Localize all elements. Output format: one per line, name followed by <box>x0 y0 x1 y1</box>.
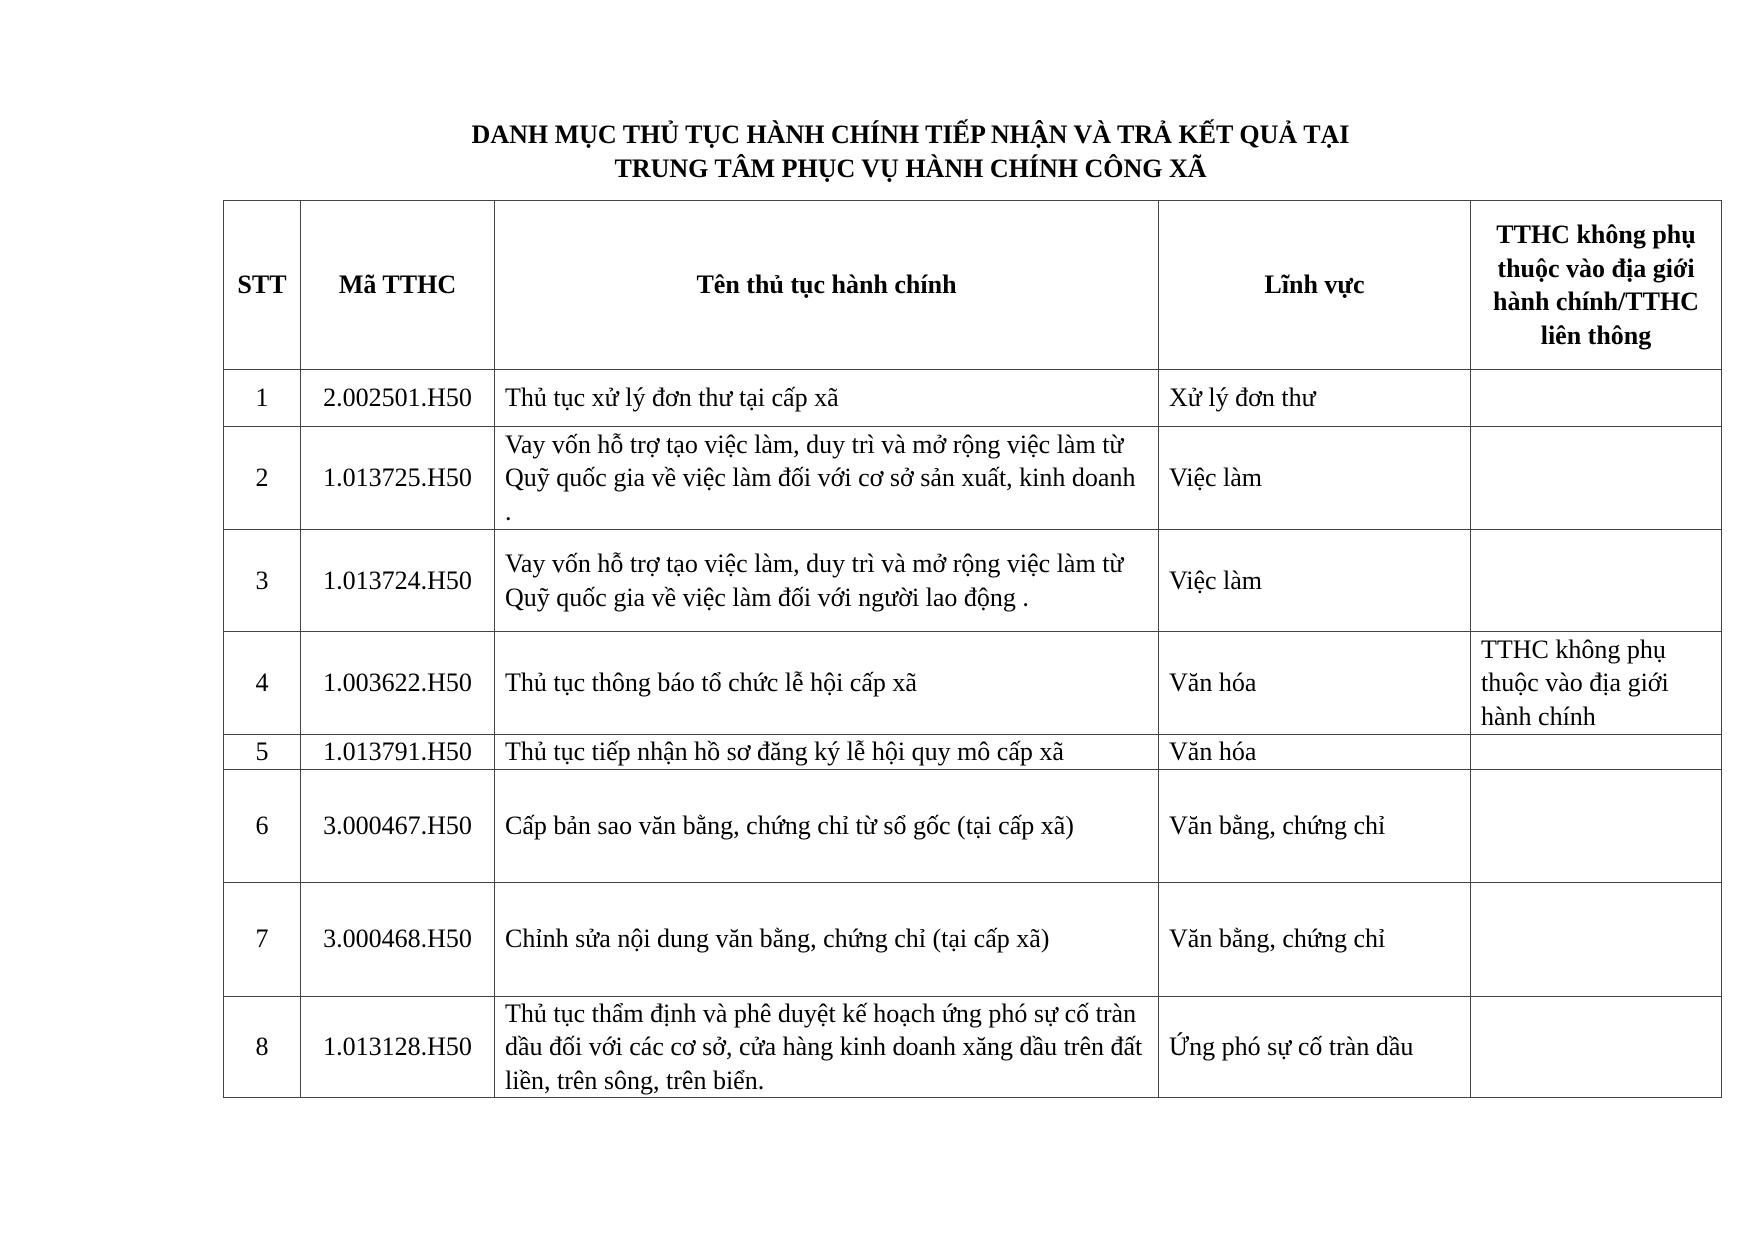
procedures-table: STT Mã TTHC Tên thủ tục hành chính Lĩnh … <box>223 200 1722 1098</box>
row-note <box>1470 369 1722 427</box>
row-stt: 7 <box>223 881 301 997</box>
table-row: 7 3.000468.H50 Chỉnh sửa nội dung văn bằng… <box>223 881 1722 997</box>
title-line-2: TRUNG TÂM PHỤC VỤ HÀNH CHÍNH CÔNG XÃ <box>614 154 1207 183</box>
row-stt: 6 <box>223 768 301 883</box>
row-note <box>1470 768 1722 883</box>
row-code: 1.013791.H50 <box>300 734 495 770</box>
row-name: Thủ tục thông báo tổ chức lễ hội cấp xã <box>494 631 1159 735</box>
row-field: Việc làm <box>1158 426 1471 530</box>
table-row: 8 1.013128.H50 Thủ tục thẩm định và phê du… <box>223 995 1722 1098</box>
table-row: 1 2.002501.H50 Thủ tục xử lý đơn thư tại c… <box>223 369 1722 427</box>
row-code: 3.000467.H50 <box>300 768 495 883</box>
row-note <box>1470 881 1722 997</box>
row-stt: 8 <box>223 995 301 1098</box>
row-stt: 1 <box>223 369 301 427</box>
row-note: TTHC không phụ thuộc vào địa giới hành c… <box>1470 631 1722 735</box>
title-line-1: DANH MỤC THỦ TỤC HÀNH CHÍNH TIẾP NHẬN VÀ… <box>471 120 1350 149</box>
table-row: 6 3.000467.H50 Cấp bản sao văn bằng, chứng… <box>223 768 1722 883</box>
row-name: Vay vốn hỗ trợ tạo việc làm, duy trì và … <box>494 529 1159 632</box>
row-name: Thủ tục xử lý đơn thư tại cấp xã <box>494 369 1159 427</box>
table-header-row: STT Mã TTHC Tên thủ tục hành chính Lĩnh … <box>223 200 1722 370</box>
row-name: Vay vốn hỗ trợ tạo việc làm, duy trì và … <box>494 426 1159 530</box>
row-code: 1.013724.H50 <box>300 529 495 632</box>
row-field: Văn hóa <box>1158 631 1471 735</box>
row-note <box>1470 734 1722 770</box>
table-row: 2 1.013725.H50 Vay vốn hỗ trợ tạo việc làm… <box>223 426 1722 530</box>
row-field: Văn bằng, chứng chỉ <box>1158 768 1471 883</box>
header-code: Mã TTHC <box>300 200 495 370</box>
header-note: TTHC không phụ thuộc vào địa giới hành c… <box>1470 200 1722 370</box>
row-code: 1.013725.H50 <box>300 426 495 530</box>
row-stt: 3 <box>223 529 301 632</box>
row-note <box>1470 995 1722 1098</box>
row-field: Văn hóa <box>1158 734 1471 770</box>
row-field: Văn bằng, chứng chỉ <box>1158 881 1471 997</box>
row-note <box>1470 426 1722 530</box>
row-stt: 4 <box>223 631 301 735</box>
row-code: 1.003622.H50 <box>300 631 495 735</box>
table-row: 3 1.013724.H50 Vay vốn hỗ trợ tạo việc làm… <box>223 529 1722 632</box>
row-field: Việc làm <box>1158 529 1471 632</box>
row-name: Thủ tục thẩm định và phê duyệt kế hoạch … <box>494 995 1159 1098</box>
row-name: Cấp bản sao văn bằng, chứng chỉ từ sổ gố… <box>494 768 1159 883</box>
table-row: 5 1.013791.H50 Thủ tục tiếp nhận hồ sơ đăn… <box>223 734 1722 770</box>
row-field: Xử lý đơn thư <box>1158 369 1471 427</box>
header-field: Lĩnh vực <box>1158 200 1471 370</box>
header-stt: STT <box>223 200 301 370</box>
row-code: 3.000468.H50 <box>300 881 495 997</box>
row-name: Chỉnh sửa nội dung văn bằng, chứng chỉ (… <box>494 881 1159 997</box>
row-code: 2.002501.H50 <box>300 369 495 427</box>
row-note <box>1470 529 1722 632</box>
row-name: Thủ tục tiếp nhận hồ sơ đăng ký lễ hội q… <box>494 734 1159 770</box>
row-field: Ứng phó sự cố tràn dầu <box>1158 995 1471 1098</box>
row-stt: 2 <box>223 426 301 530</box>
document-title: DANH MỤC THỦ TỤC HÀNH CHÍNH TIẾP NHẬN VÀ… <box>223 118 1598 186</box>
row-code: 1.013128.H50 <box>300 995 495 1098</box>
header-name: Tên thủ tục hành chính <box>494 200 1159 370</box>
table-row: 4 1.003622.H50 Thủ tục thông báo tổ chức l… <box>223 631 1722 735</box>
row-stt: 5 <box>223 734 301 770</box>
